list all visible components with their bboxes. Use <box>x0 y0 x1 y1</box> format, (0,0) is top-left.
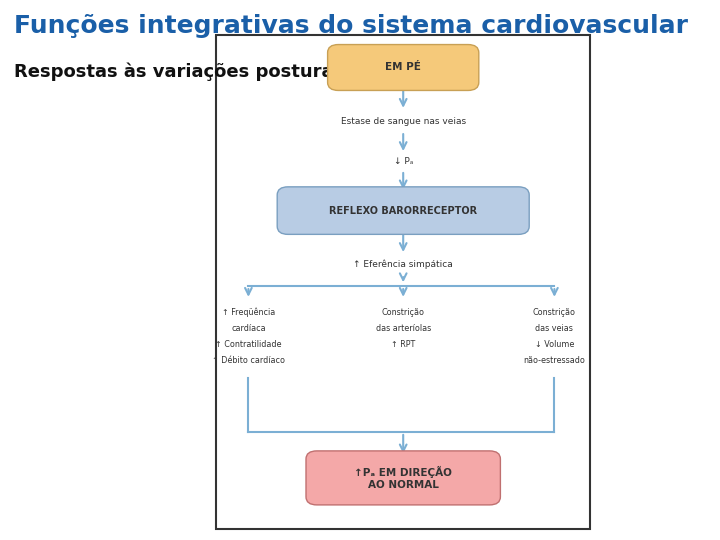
Text: das veias: das veias <box>536 324 573 333</box>
Text: Funções integrativas do sistema cardiovascular: Funções integrativas do sistema cardiova… <box>14 14 688 37</box>
Text: REFLEXO BARORRECEPTOR: REFLEXO BARORRECEPTOR <box>329 206 477 215</box>
Text: Constrição: Constrição <box>382 308 425 317</box>
FancyBboxPatch shape <box>277 187 529 234</box>
FancyBboxPatch shape <box>306 451 500 505</box>
Text: não-estressado: não-estressado <box>523 356 585 366</box>
Text: EM PÉ: EM PÉ <box>385 63 421 72</box>
FancyBboxPatch shape <box>328 45 479 90</box>
Text: ↓ Volume: ↓ Volume <box>535 340 574 349</box>
Text: Constrição: Constrição <box>533 308 576 317</box>
Text: ↑ Débito cardíaco: ↑ Débito cardíaco <box>212 356 285 366</box>
Text: ↑ Freqüência: ↑ Freqüência <box>222 308 275 318</box>
Text: ↓ Pₐ: ↓ Pₐ <box>394 158 413 166</box>
Text: Estase de sangue nas veias: Estase de sangue nas veias <box>341 117 466 126</box>
Text: Respostas às variações posturais: Respostas às variações posturais <box>14 62 351 80</box>
Text: ↑ Contratilidade: ↑ Contratilidade <box>215 340 282 349</box>
Text: ↑ RPT: ↑ RPT <box>391 340 415 349</box>
Text: ↑Pₐ EM DIREÇÃO
AO NORMAL: ↑Pₐ EM DIREÇÃO AO NORMAL <box>354 466 452 490</box>
FancyBboxPatch shape <box>216 35 590 529</box>
Text: ↑ Eferência simpática: ↑ Eferência simpática <box>354 260 453 269</box>
Text: cardíaca: cardíaca <box>231 324 266 333</box>
Text: das arteríolas: das arteríolas <box>376 324 431 333</box>
